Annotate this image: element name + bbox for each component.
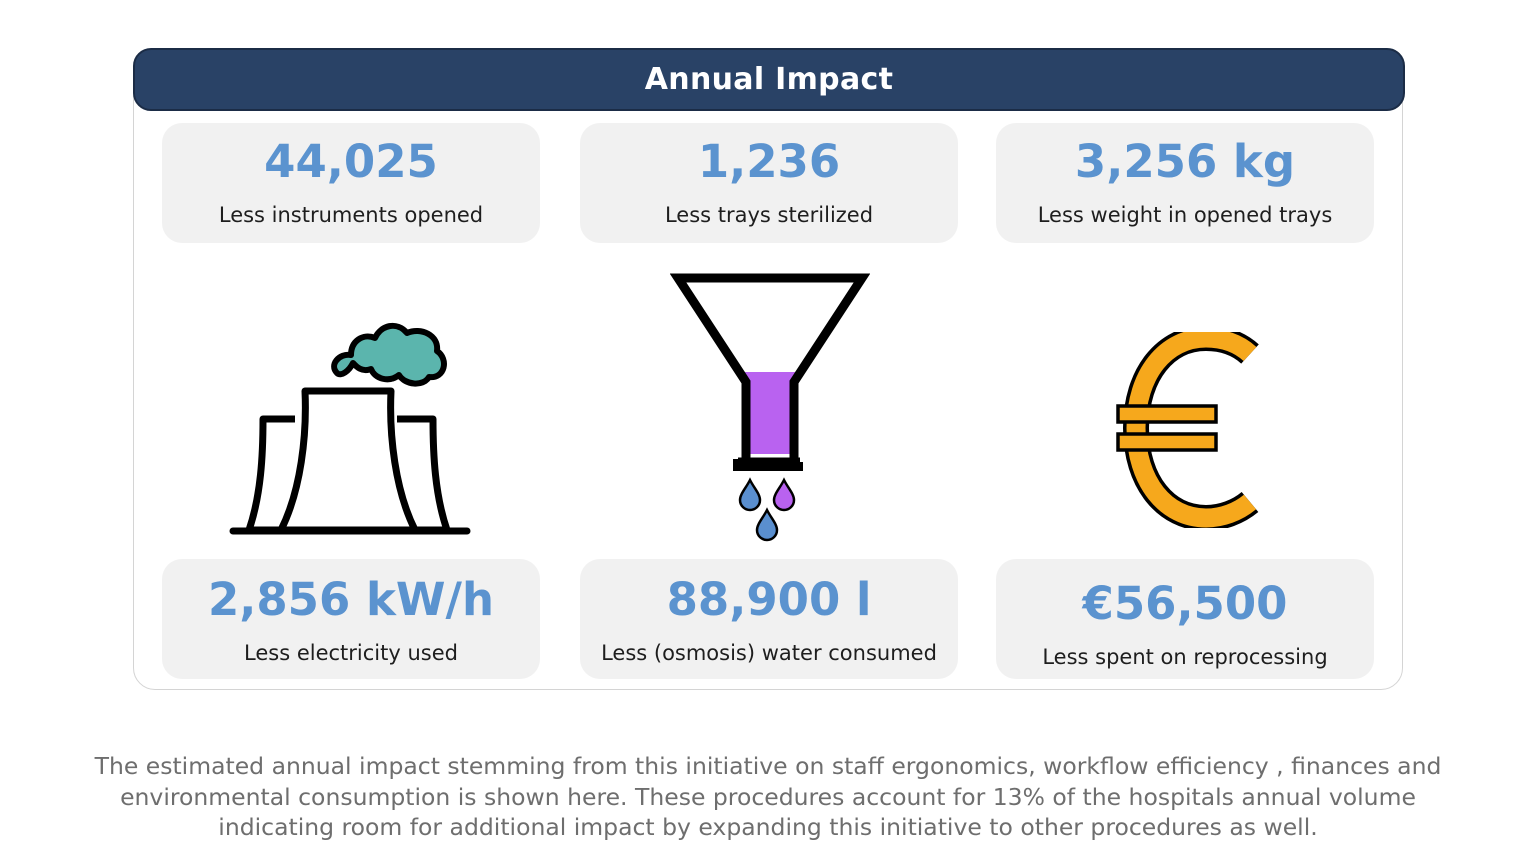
metric-label: Less instruments opened [218,203,484,227]
funnel-water-icon [670,273,870,542]
water-drop-icon [738,477,762,512]
caption-line: indicating room for additional impact by… [218,813,1318,841]
smoke-cloud [331,322,447,387]
metric-value: 1,236 [697,135,841,188]
metric-label: Less spent on reprocessing [1042,645,1328,669]
metric-label: Less (osmosis) water consumed [601,641,937,665]
power-plant-icon [229,322,471,535]
caption-line: environmental consumption is shown here.… [120,782,1416,811]
water-drop-icon [772,477,796,512]
liquid-fill [744,372,796,454]
metric-label: Less weight in opened trays [1037,203,1333,227]
metric-card-instruments: 44,025 Less instruments opened [162,123,540,243]
metric-label: Less trays sterilized [664,203,874,227]
metric-card-electricity: 2,856 kW/h Less electricity used [162,559,540,679]
metric-value: 2,856 kW/h [207,573,495,626]
metric-value: 3,256 kg [1074,135,1296,188]
metric-label: Less electricity used [244,641,458,665]
metric-card-weight: 3,256 kg Less weight in opened trays [996,123,1374,243]
caption-line: The estimated annual impact stemming fro… [94,752,1442,780]
metric-value: 88,900 l [666,573,872,626]
panel-header: Annual Impact [133,48,1405,111]
metric-card-trays: 1,236 Less trays sterilized [580,123,958,243]
metric-card-water: 88,900 l Less (osmosis) water consumed [580,559,958,679]
metric-card-cost: €56,500 Less spent on reprocessing [996,559,1374,679]
page-title: Annual Impact [644,62,894,97]
metric-value: €56,500 [1082,577,1288,630]
water-drop-icon [755,507,779,542]
metric-value: 44,025 [264,135,438,188]
caption-text: The estimated annual impact stemming fro… [20,751,1516,843]
euro-icon [1116,332,1259,528]
